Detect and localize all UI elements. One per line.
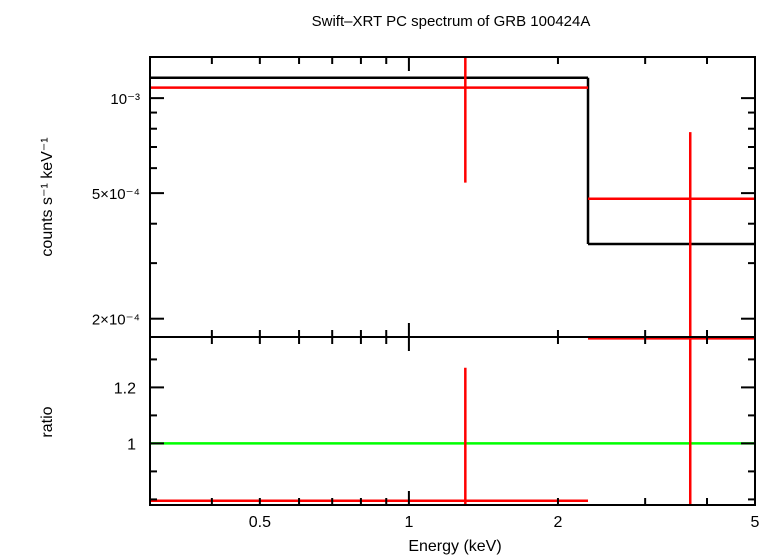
top-panel: 10⁻³ 5×10⁻⁴ 2×10⁻⁴ (92, 56, 756, 338)
bottom-panel: 11.2 (114, 336, 756, 506)
top-panel-frame (149, 56, 756, 338)
x-tick-label-4: 5 (751, 514, 760, 531)
bottom-y-tick-label-1: 1 (127, 436, 136, 453)
top-y-axis-label: counts s⁻¹ keV⁻¹ (39, 137, 56, 256)
x-tick-label-3: 2 (554, 514, 563, 531)
x-tick-label-1: 0.5 (249, 514, 271, 531)
bottom-y-axis-label: ratio (39, 406, 56, 437)
top-y-tick-label-1: 10⁻³ (110, 91, 140, 108)
bottom-y-tick-label-2: 1.2 (114, 380, 136, 397)
top-y-tick-label-2: 5×10⁻⁴ (92, 186, 140, 203)
x-axis-label: Energy (keV) (408, 538, 501, 555)
x-axis: 0.5 1 2 5 (149, 57, 760, 531)
bottom-panel-frame (149, 336, 756, 506)
chart-title: Swift–XRT PC spectrum of GRB 100424A (312, 13, 591, 30)
top-y-tick-label-3: 2×10⁻⁴ (92, 312, 140, 329)
x-tick-label-2: 1 (404, 514, 413, 531)
